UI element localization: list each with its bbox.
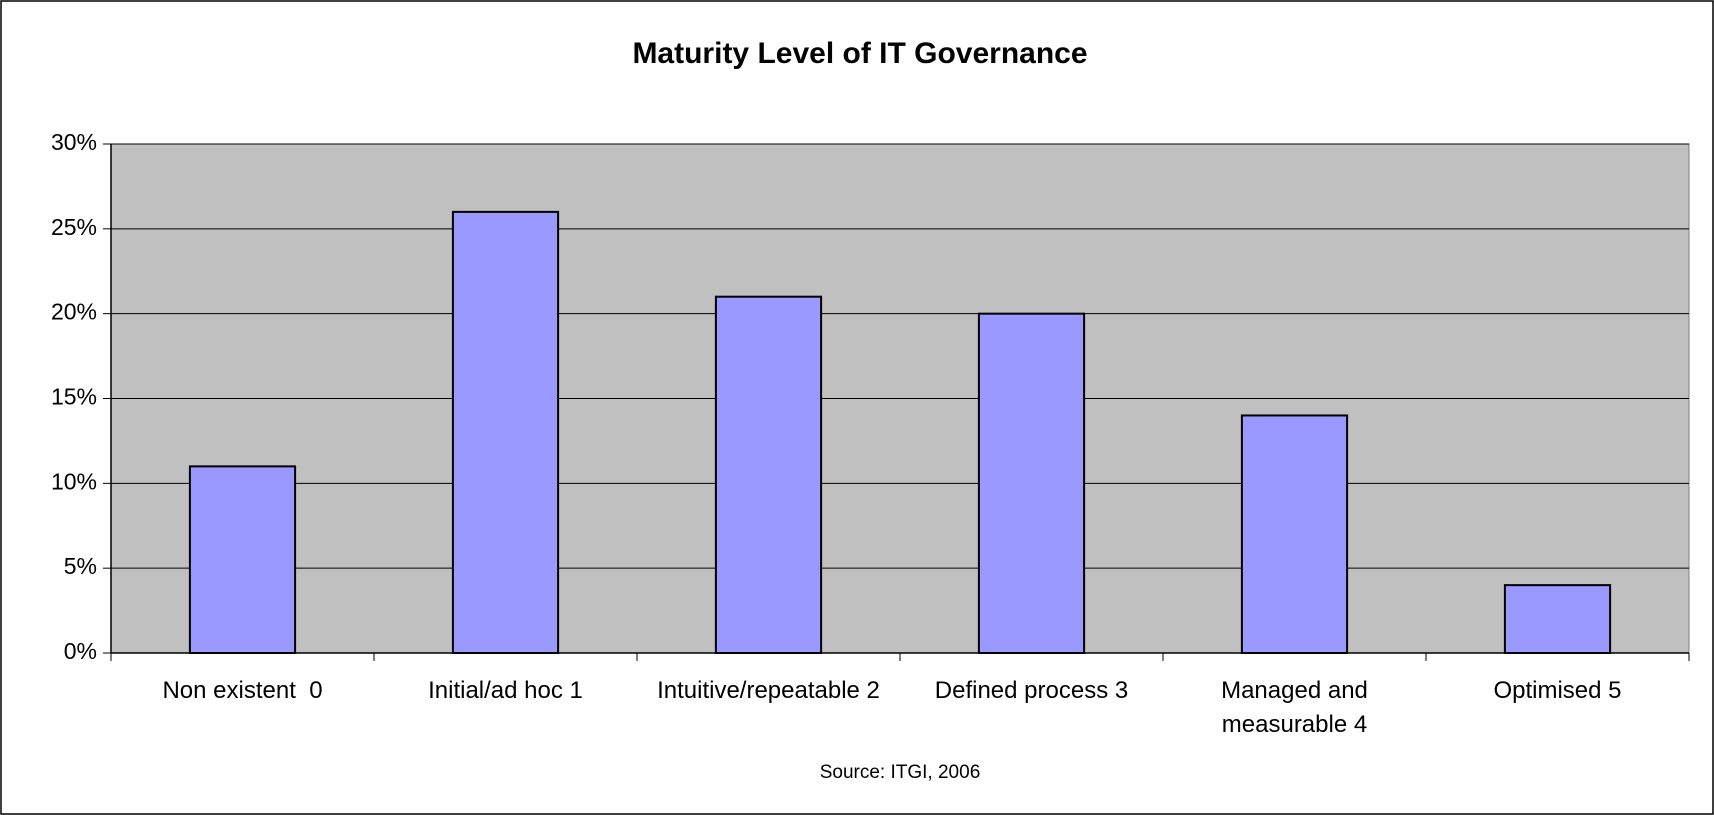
x-tick-label: Intuitive/repeatable 2 <box>657 677 880 704</box>
x-tick-label: Managed and measurable 4 <box>1221 677 1375 738</box>
y-tick-label: 10% <box>51 468 97 494</box>
bar <box>1503 584 1612 655</box>
x-tick-label: Initial/ad hoc 1 <box>428 677 583 704</box>
x-tick-label: Non existent 0 <box>162 677 323 704</box>
y-tick-label: 0% <box>64 638 97 664</box>
chart-title: Maturity Level of IT Governance <box>632 37 1087 70</box>
source-note: Source: ITGI, 2006 <box>820 762 981 783</box>
bar <box>714 295 823 654</box>
y-tick-label: 5% <box>64 553 97 579</box>
y-tick-label: 30% <box>51 129 97 155</box>
bar <box>977 312 1086 654</box>
bar <box>1240 414 1349 655</box>
x-tick-label: Optimised 5 <box>1493 677 1622 704</box>
y-tick-label: 15% <box>51 384 97 410</box>
y-tick-label: 20% <box>51 299 97 325</box>
bar <box>188 465 297 654</box>
x-tick-label: Defined process 3 <box>934 677 1129 704</box>
y-tick-label: 25% <box>51 214 97 240</box>
bar <box>451 210 560 654</box>
